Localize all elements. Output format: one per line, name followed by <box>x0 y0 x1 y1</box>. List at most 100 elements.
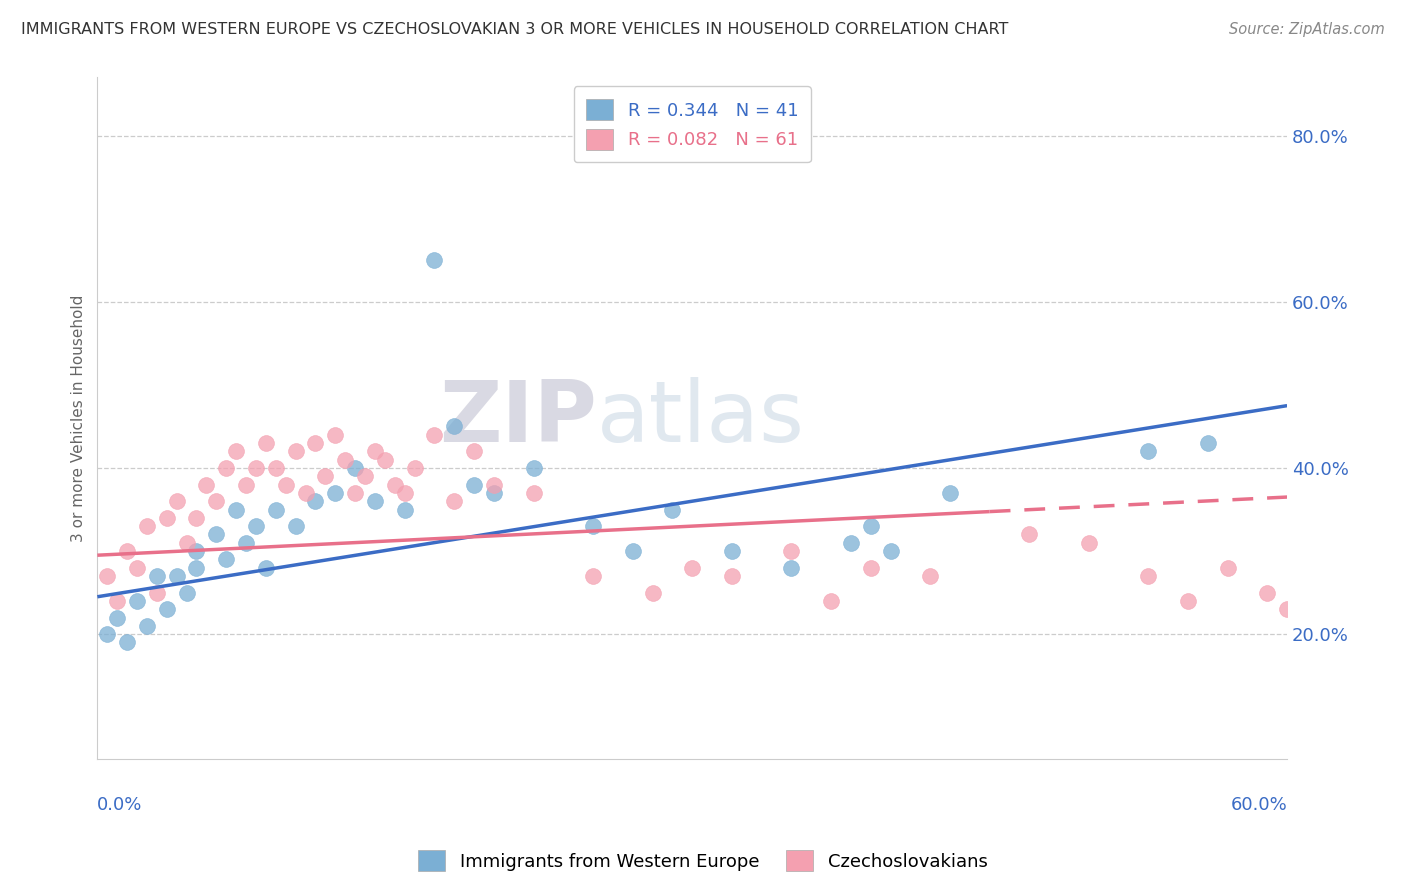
Point <box>284 444 307 458</box>
Point <box>374 452 396 467</box>
Point <box>463 444 485 458</box>
Point <box>156 511 179 525</box>
Point <box>146 569 169 583</box>
Point <box>443 419 465 434</box>
Point <box>125 594 148 608</box>
Point <box>304 494 326 508</box>
Point <box>1018 527 1040 541</box>
Point <box>245 519 267 533</box>
Point <box>839 535 862 549</box>
Point <box>859 560 882 574</box>
Legend: Immigrants from Western Europe, Czechoslovakians: Immigrants from Western Europe, Czechosl… <box>411 843 995 879</box>
Point <box>314 469 336 483</box>
Point <box>780 544 803 558</box>
Point <box>1077 535 1099 549</box>
Text: atlas: atlas <box>598 376 806 459</box>
Point <box>820 594 842 608</box>
Point <box>364 494 387 508</box>
Legend: R = 0.344   N = 41, R = 0.082   N = 61: R = 0.344 N = 41, R = 0.082 N = 61 <box>574 87 811 162</box>
Text: 0.0%: 0.0% <box>97 797 143 814</box>
Point <box>354 469 377 483</box>
Point <box>264 461 287 475</box>
Point <box>96 627 118 641</box>
Point <box>115 544 138 558</box>
Point <box>205 494 228 508</box>
Point <box>780 560 803 574</box>
Point <box>125 560 148 574</box>
Point <box>1137 569 1160 583</box>
Point <box>166 494 188 508</box>
Point <box>384 477 406 491</box>
Point <box>523 486 546 500</box>
Point <box>344 461 367 475</box>
Point <box>225 444 247 458</box>
Point <box>176 585 198 599</box>
Point <box>235 535 257 549</box>
Point <box>661 502 683 516</box>
Point <box>681 560 703 574</box>
Point <box>1355 552 1378 566</box>
Point <box>721 569 744 583</box>
Point <box>135 619 157 633</box>
Point <box>423 427 446 442</box>
Point <box>135 519 157 533</box>
Point <box>186 560 208 574</box>
Point <box>879 544 901 558</box>
Text: ZIP: ZIP <box>439 376 598 459</box>
Point <box>115 635 138 649</box>
Text: Source: ZipAtlas.com: Source: ZipAtlas.com <box>1229 22 1385 37</box>
Point <box>323 427 346 442</box>
Point <box>394 502 416 516</box>
Point <box>254 560 277 574</box>
Point <box>394 486 416 500</box>
Point <box>443 494 465 508</box>
Point <box>582 519 605 533</box>
Point <box>105 594 128 608</box>
Point <box>96 569 118 583</box>
Point <box>404 461 426 475</box>
Point <box>254 436 277 450</box>
Point <box>364 444 387 458</box>
Point <box>105 610 128 624</box>
Point <box>920 569 942 583</box>
Point <box>423 253 446 268</box>
Point <box>1256 585 1278 599</box>
Point <box>1216 560 1239 574</box>
Point <box>146 585 169 599</box>
Point <box>294 486 316 500</box>
Point <box>284 519 307 533</box>
Text: IMMIGRANTS FROM WESTERN EUROPE VS CZECHOSLOVAKIAN 3 OR MORE VEHICLES IN HOUSEHOL: IMMIGRANTS FROM WESTERN EUROPE VS CZECHO… <box>21 22 1008 37</box>
Point <box>1177 594 1199 608</box>
Point <box>859 519 882 533</box>
Point <box>1395 585 1406 599</box>
Point <box>335 452 357 467</box>
Point <box>215 552 238 566</box>
Point <box>225 502 247 516</box>
Point <box>186 544 208 558</box>
Point <box>186 511 208 525</box>
Point <box>1197 436 1219 450</box>
Point <box>1275 602 1298 616</box>
Point <box>641 585 664 599</box>
Point <box>274 477 297 491</box>
Point <box>482 477 505 491</box>
Point <box>482 486 505 500</box>
Point <box>215 461 238 475</box>
Point <box>621 544 644 558</box>
Point <box>156 602 179 616</box>
Point <box>582 569 605 583</box>
Point <box>205 527 228 541</box>
Point <box>264 502 287 516</box>
Point <box>463 477 485 491</box>
Y-axis label: 3 or more Vehicles in Household: 3 or more Vehicles in Household <box>72 294 86 541</box>
Point <box>1316 569 1339 583</box>
Text: 60.0%: 60.0% <box>1230 797 1286 814</box>
Point <box>523 461 546 475</box>
Point <box>235 477 257 491</box>
Point <box>1137 444 1160 458</box>
Point <box>195 477 218 491</box>
Point <box>939 486 962 500</box>
Point <box>344 486 367 500</box>
Point <box>166 569 188 583</box>
Point <box>721 544 744 558</box>
